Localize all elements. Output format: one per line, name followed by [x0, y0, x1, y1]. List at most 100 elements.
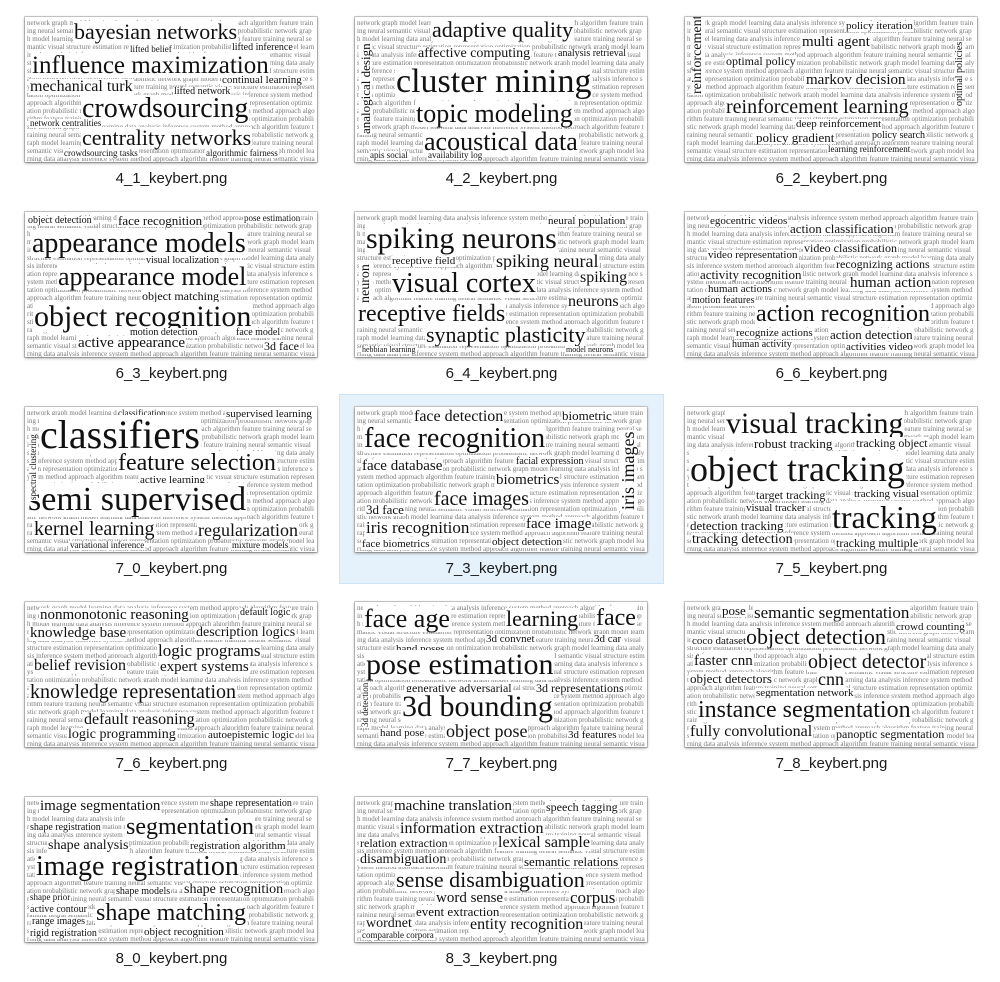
thumbnail-image[interactable]: network graph model learning data analys…: [355, 407, 647, 552]
wordcloud-term: face database: [361, 458, 444, 474]
file-name-label[interactable]: 4_2_keybert.png: [445, 170, 558, 187]
thumbnail-image[interactable]: network graph model learning data analys…: [685, 407, 977, 552]
wordcloud-term: tracking multiple: [835, 536, 920, 550]
wordcloud-term: detection tracking: [689, 518, 785, 533]
file-item[interactable]: network graph model learning data analys…: [339, 394, 664, 584]
wordcloud-term: face: [595, 605, 637, 631]
wordcloud-term: face model: [235, 327, 282, 338]
file-item[interactable]: network graph model learning data analys…: [9, 4, 334, 194]
thumbnail-image[interactable]: network graph model learning data analys…: [25, 797, 317, 942]
file-name-label[interactable]: 7_8_keybert.png: [775, 755, 888, 772]
file-item[interactable]: network graph model learning data analys…: [669, 4, 994, 194]
file-name-label[interactable]: 7_7_keybert.png: [445, 755, 558, 772]
thumbnail-image[interactable]: network graph model learning data analys…: [685, 17, 977, 162]
wordcloud-term: wordnet: [365, 916, 413, 931]
thumbnail-image[interactable]: network graph model learning data analys…: [25, 17, 317, 162]
file-item[interactable]: network graph model learning data analys…: [669, 589, 994, 779]
thumbnail-image[interactable]: network graph model learning data analys…: [355, 17, 647, 162]
file-item[interactable]: network graph model learning data analys…: [9, 589, 334, 779]
file-name-label[interactable]: 7_5_keybert.png: [775, 560, 888, 577]
file-item[interactable]: network graph model learning data analys…: [9, 394, 334, 584]
wordcloud-term: lifted network: [173, 86, 232, 97]
wordcloud-term: object detection: [745, 624, 887, 649]
file-name-label[interactable]: 7_3_keybert.png: [445, 560, 558, 577]
wordcloud-term: object matching: [141, 289, 220, 303]
wordcloud-term: spiking: [579, 269, 629, 286]
wordcloud-term: knowledge representation: [29, 681, 238, 703]
thumbnail-image[interactable]: network graph model learning data analys…: [25, 212, 317, 357]
file-name-label[interactable]: 7_0_keybert.png: [115, 560, 228, 577]
wordcloud-term: cluster mining: [395, 63, 593, 100]
wordcloud-term: active appearance: [77, 335, 186, 351]
thumbnail-image[interactable]: network graph model learning data analys…: [355, 797, 647, 942]
file-name-label[interactable]: 8_3_keybert.png: [445, 950, 558, 967]
wordcloud-term: speech tagging: [545, 800, 619, 814]
file-name-label[interactable]: 6_6_keybert.png: [775, 365, 888, 382]
wordcloud-term: object detectors: [689, 671, 773, 686]
wordcloud-term: recognizing actions: [835, 257, 931, 271]
wordcloud-term: tracking detection: [691, 532, 794, 547]
wordcloud-term: crowdsourcing tasks: [63, 148, 139, 158]
wordcloud-term: network centralities: [29, 118, 103, 128]
thumbnail-image[interactable]: network graph model learning data analys…: [685, 602, 977, 747]
wordcloud-term: receptive fields: [357, 301, 507, 327]
wordcloud-term: classification: [117, 408, 167, 418]
wordcloud-term: activities video: [845, 341, 914, 353]
wordcloud-term: event extraction: [415, 904, 501, 919]
thumbnail-image[interactable]: network graph model learning data analys…: [355, 602, 647, 747]
file-item[interactable]: network graph model learning data analys…: [669, 394, 994, 584]
wordcloud: face detection biometric face recognition i…: [355, 407, 647, 552]
file-name-label[interactable]: 8_0_keybert.png: [115, 950, 228, 967]
file-name-label[interactable]: 6_3_keybert.png: [115, 365, 228, 382]
wordcloud-term: apis social: [369, 150, 409, 160]
wordcloud-term: optimal policies: [954, 40, 965, 107]
wordcloud-term: receptive field: [391, 255, 457, 267]
wordcloud-term: default reasoning: [83, 711, 196, 728]
file-item[interactable]: network graph model learning data analys…: [669, 199, 994, 389]
thumbnail-image[interactable]: network graph model learning data analys…: [25, 407, 317, 552]
wordcloud-term: shape recognition: [183, 882, 285, 897]
file-item[interactable]: network graph model learning data analys…: [9, 199, 334, 389]
file-item[interactable]: network graph model learning data analys…: [339, 589, 664, 779]
wordcloud-term: action recognition: [755, 301, 931, 327]
wordcloud-term: 3d face: [263, 339, 300, 353]
thumbnail-image[interactable]: network graph model learning data analys…: [685, 212, 977, 357]
wordcloud-term: supervised learning: [225, 408, 313, 420]
wordcloud-term: recognize actions: [735, 327, 814, 339]
thumbnail-image[interactable]: network graph model learning data analys…: [25, 602, 317, 747]
thumbnail-image[interactable]: network graph model learning data analys…: [355, 212, 647, 357]
wordcloud-term: shape models: [115, 886, 172, 897]
wordcloud-term: neural population: [547, 215, 627, 227]
file-item[interactable]: network graph model learning data analys…: [9, 784, 334, 974]
wordcloud-term: human action: [849, 275, 933, 291]
file-item[interactable]: network graph model learning data analys…: [339, 4, 664, 194]
wordcloud-term: spiking neurons: [365, 222, 558, 255]
wordcloud-term: model neurons: [565, 345, 615, 354]
wordcloud-term: neuron: [358, 263, 373, 304]
wordcloud-term: cnn: [817, 669, 845, 689]
wordcloud-term: range images: [31, 916, 87, 927]
wordcloud: bayesian networks influence maximization m…: [25, 17, 317, 162]
wordcloud-term: availability log: [427, 150, 484, 160]
wordcloud-term: analysis retrieval: [557, 48, 628, 59]
wordcloud-term: 3d detection: [360, 681, 370, 728]
file-item[interactable]: network graph model learning data analys…: [339, 784, 664, 974]
wordcloud-term: pose estimation: [365, 648, 555, 681]
file-item[interactable]: network graph model learning data analys…: [339, 199, 664, 389]
wordcloud-term: disambiguation: [359, 852, 448, 867]
wordcloud-term: lifted inference: [231, 42, 294, 53]
wordcloud-term: motion features: [691, 295, 756, 306]
wordcloud: face age learning face 3d convnet 3d car hand…: [355, 602, 647, 747]
file-name-label[interactable]: 4_1_keybert.png: [115, 170, 228, 187]
wordcloud-term: machine translation: [393, 798, 513, 814]
wordcloud-term: neurons: [567, 293, 620, 310]
wordcloud-term: spectral clustering: [28, 433, 38, 501]
wordcloud-term: hand poses: [395, 643, 446, 655]
wordcloud-term: bayesian networks: [73, 19, 239, 44]
file-name-label[interactable]: 6_4_keybert.png: [445, 365, 558, 382]
file-name-label[interactable]: 7_6_keybert.png: [115, 755, 228, 772]
file-name-label[interactable]: 6_2_keybert.png: [775, 170, 888, 187]
wordcloud-term: video representation: [707, 249, 799, 261]
wordcloud-term: policy search: [871, 130, 927, 141]
